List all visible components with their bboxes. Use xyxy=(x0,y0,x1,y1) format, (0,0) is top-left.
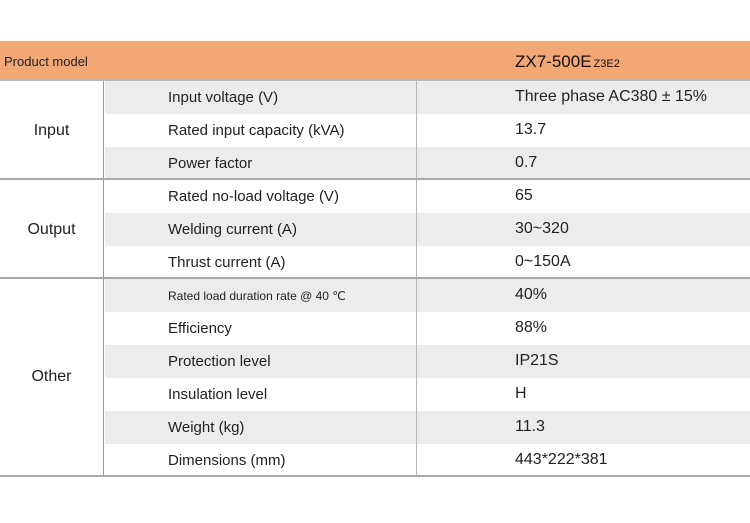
column-divider xyxy=(416,444,417,477)
table-row: Rated input capacity (kVA) 13.7 xyxy=(105,114,750,147)
column-divider xyxy=(416,312,417,345)
param-value: Three phase AC380 ± 15% xyxy=(515,88,708,105)
param-value: 65 xyxy=(515,187,533,204)
group-label: Output xyxy=(0,180,104,279)
column-divider xyxy=(416,81,417,114)
product-model-value: ZX7-500E Z3E2 xyxy=(515,52,620,72)
table-row: Weight (kg) 11.3 xyxy=(105,411,750,444)
param-name: Protection level xyxy=(168,353,271,370)
table-row: Dimensions (mm) 443*222*381 xyxy=(105,444,750,477)
param-value: 0.7 xyxy=(515,154,538,171)
table-row: Efficiency 88% xyxy=(105,312,750,345)
group-output: Output Rated no-load voltage (V) 65 Weld… xyxy=(0,180,750,279)
param-name: Thrust current (A) xyxy=(168,254,286,271)
table-row: Input voltage (V) Three phase AC380 ± 15… xyxy=(105,81,750,114)
column-divider xyxy=(416,213,417,246)
param-name: Insulation level xyxy=(168,386,268,403)
table-row: Rated no-load voltage (V) 65 xyxy=(105,180,750,213)
group-divider xyxy=(0,277,750,279)
group-label: Input xyxy=(0,81,104,180)
column-divider xyxy=(416,378,417,411)
table-row: Welding current (A) 30~320 xyxy=(105,213,750,246)
param-value: IP21S xyxy=(515,352,559,369)
column-divider xyxy=(416,279,417,312)
table-row: Insulation level H xyxy=(105,378,750,411)
column-divider xyxy=(416,246,417,279)
param-name: Power factor xyxy=(168,155,253,172)
param-name: Weight (kg) xyxy=(168,419,245,436)
table-row: Rated load duration rate @ 40 ℃ 40% xyxy=(105,279,750,312)
param-value: 11.3 xyxy=(515,418,545,435)
column-divider xyxy=(416,180,417,213)
param-name: Rated load duration rate @ 40 ℃ xyxy=(168,289,346,303)
product-model-label: Product model xyxy=(4,54,88,69)
column-divider xyxy=(416,147,417,180)
model-name: ZX7-500E xyxy=(515,52,592,71)
group-input: Input Input voltage (V) Three phase AC38… xyxy=(0,81,750,180)
param-name: Dimensions (mm) xyxy=(168,452,286,469)
param-name: Rated no-load voltage (V) xyxy=(168,188,339,205)
param-name: Input voltage (V) xyxy=(168,89,279,106)
group-other: Other Rated load duration rate @ 40 ℃ 40… xyxy=(0,279,750,477)
table-bottom-border xyxy=(0,475,750,477)
param-value: H xyxy=(515,385,527,402)
column-divider xyxy=(416,345,417,378)
param-value: 443*222*381 xyxy=(515,451,608,468)
param-value: 0~150A xyxy=(515,253,571,270)
param-name: Rated input capacity (kVA) xyxy=(168,122,345,139)
group-label: Other xyxy=(0,279,104,475)
header-row: Product model ZX7-500E Z3E2 xyxy=(0,41,750,81)
param-value: 88% xyxy=(515,319,548,336)
param-value: 30~320 xyxy=(515,220,569,237)
param-value: 13.7 xyxy=(515,121,547,138)
column-divider xyxy=(416,411,417,444)
table-row: Protection level IP21S xyxy=(105,345,750,378)
param-name: Efficiency xyxy=(168,320,232,337)
column-divider xyxy=(416,114,417,147)
table-row: Thrust current (A) 0~150A xyxy=(105,246,750,279)
table-row: Power factor 0.7 xyxy=(105,147,750,180)
group-divider xyxy=(0,178,750,180)
param-name: Welding current (A) xyxy=(168,221,297,238)
param-value: 40% xyxy=(515,286,548,303)
model-suffix: Z3E2 xyxy=(593,58,620,70)
